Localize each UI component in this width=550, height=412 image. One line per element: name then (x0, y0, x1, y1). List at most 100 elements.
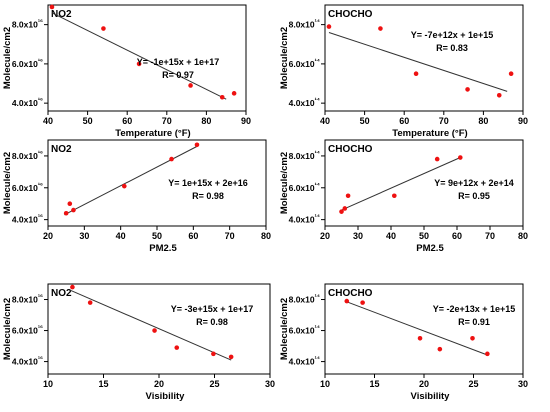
x-tick-label: 70 (485, 231, 495, 241)
y-tick-label: 8.0x10¹⁶ (12, 19, 43, 30)
x-tick-label: 50 (152, 231, 162, 241)
y-tick-label-base: 6.0x10 (289, 326, 315, 336)
x-tick-label: 15 (369, 379, 379, 389)
r-value: R= 0.97 (162, 70, 194, 80)
regression-line (328, 32, 508, 92)
y-tick-label-exponent: ¹⁴ (315, 182, 320, 189)
x-tick-label: 25 (468, 379, 478, 389)
x-tick-label: 20 (43, 231, 53, 241)
y-axis-label: Molecule/cm2 (279, 298, 290, 360)
y-tick-label-base: 8.0x10 (12, 151, 38, 161)
data-point (211, 351, 216, 357)
y-tick-label: 4.0x10¹⁴ (289, 356, 320, 367)
x-tick-label: 90 (241, 116, 251, 126)
y-tick-label: 6.0x10¹⁶ (12, 325, 43, 336)
y-tick-label-base: 8.0x10 (12, 20, 38, 30)
chart-panel-1: 40 50 60 70 80 904.0x10¹⁶6.0x10¹⁶8.0x10¹⁶Mole… (2, 4, 251, 139)
data-point (378, 26, 383, 31)
x-tick-label: 60 (188, 231, 198, 241)
y-tick-label-exponent: ¹⁶ (38, 294, 43, 301)
x-tick-label: 25 (209, 379, 219, 389)
data-point (194, 142, 200, 148)
y-tick-label: 6.0x10¹⁶ (12, 58, 43, 69)
data-point (392, 193, 397, 199)
data-point (152, 328, 157, 333)
data-point (188, 83, 193, 88)
y-axis-label: Molecule/cm2 (2, 27, 13, 89)
x-tick-label: 50 (83, 116, 93, 126)
x-tick-label: 60 (452, 231, 462, 241)
y-tick-label-base: 8.0x10 (289, 295, 315, 305)
y-tick-label-exponent: ¹⁶ (38, 19, 43, 26)
chart-panel-6: 10 15 20 25 304.0x10¹⁴6.0x10¹⁴8.0x10¹⁴Molecu… (279, 283, 528, 402)
y-tick-label-exponent: ¹⁶ (38, 214, 43, 221)
data-point (174, 345, 180, 350)
data-point (70, 284, 75, 290)
x-tick-label: 15 (98, 379, 108, 389)
data-point (219, 94, 225, 100)
y-tick-label-base: 4.0x10 (12, 215, 38, 225)
x-tick-label: 90 (518, 116, 528, 126)
data-point (71, 207, 76, 213)
x-tick-label: 80 (478, 116, 488, 126)
y-tick-label-exponent: ¹⁴ (315, 97, 320, 104)
species-label: NO2 (51, 144, 72, 155)
x-tick-label: 70 (225, 231, 235, 241)
y-tick-label-exponent: ¹⁶ (38, 97, 43, 104)
x-tick-label: 30 (353, 231, 363, 241)
y-tick-label-exponent: ¹⁶ (38, 58, 43, 65)
y-tick-label-base: 4.0x10 (289, 357, 315, 367)
y-tick-label: 8.0x10¹⁴ (289, 294, 320, 305)
regression-equation: Y= -2e+13x + 1e+15 (433, 304, 516, 314)
y-tick-label-exponent: ¹⁴ (315, 150, 320, 157)
y-tick-label-base: 8.0x10 (12, 295, 38, 305)
x-tick-label: 80 (261, 231, 271, 241)
regression-equation: Y= -7e+12x + 1e+15 (411, 30, 494, 40)
x-tick-label: 40 (386, 231, 396, 241)
data-point (342, 206, 348, 211)
x-axis-label: Temperature (°F) (115, 128, 190, 139)
y-tick-label-exponent: ¹⁴ (315, 325, 320, 332)
data-point (49, 4, 55, 10)
plot-frame (324, 4, 524, 112)
y-axis-label: Molecule/cm2 (279, 152, 290, 214)
x-tick-label: 40 (43, 116, 53, 126)
data-point (169, 156, 174, 162)
r-value: R= 0.91 (458, 317, 490, 327)
species-label: NO2 (51, 288, 72, 299)
y-tick-label: 4.0x10¹⁴ (289, 214, 320, 225)
chart-panel-5: 10 15 20 25 304.0x10¹⁶6.0x10¹⁶8.0x10¹⁶Molecu… (2, 283, 275, 402)
data-point (434, 156, 440, 162)
y-tick-label-exponent: ¹⁴ (315, 214, 320, 221)
data-point (485, 351, 490, 357)
data-point (344, 298, 350, 304)
plot-frame (47, 4, 247, 112)
y-tick-label-base: 4.0x10 (12, 98, 38, 108)
data-point (470, 336, 475, 341)
x-tick-label: 50 (419, 231, 429, 241)
data-point (345, 193, 351, 199)
y-tick-label-exponent: ¹⁶ (38, 182, 43, 189)
x-tick-label: 80 (518, 231, 528, 241)
y-tick-label: 8.0x10¹⁶ (12, 294, 43, 305)
y-axis-label: Molecule/cm2 (279, 27, 290, 89)
species-label: CHOCHO (328, 144, 373, 155)
data-point (101, 26, 106, 31)
y-tick-label-exponent: ¹⁴ (315, 58, 320, 65)
y-tick-label: 8.0x10¹⁴ (289, 150, 320, 161)
data-point (496, 92, 502, 98)
data-point (458, 155, 463, 160)
x-tick-label: 50 (360, 116, 370, 126)
data-point (326, 24, 332, 29)
y-tick-label-exponent: ¹⁴ (315, 356, 320, 363)
x-axis-label: Temperature (°F) (392, 128, 467, 139)
data-point (122, 183, 127, 189)
x-tick-label: 10 (320, 379, 330, 389)
regression-line (344, 300, 489, 356)
regression-line (341, 157, 461, 211)
x-tick-label: 30 (265, 379, 275, 389)
y-tick-label: 6.0x10¹⁶ (12, 182, 43, 193)
y-tick-label-base: 8.0x10 (289, 20, 315, 30)
y-tick-label: 8.0x10¹⁴ (289, 19, 320, 30)
data-point (508, 71, 514, 77)
